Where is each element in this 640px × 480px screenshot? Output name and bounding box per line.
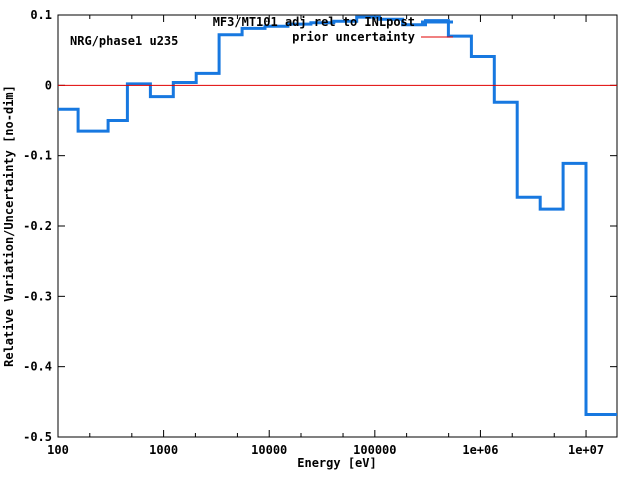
y-tick-label: -0.1 <box>23 149 52 163</box>
x-tick-label: 1000 <box>149 443 178 457</box>
dataset-annotation: NRG/phase1 u235 <box>70 34 178 48</box>
legend-label-adjustment-series: MF3/MT101 adj rel to INLpost <box>213 15 415 29</box>
y-tick-label: -0.4 <box>23 360 52 374</box>
x-axis-title: Energy [eV] <box>297 456 376 470</box>
x-tick-label: 1e+06 <box>462 443 498 457</box>
y-tick-label: -0.2 <box>23 219 52 233</box>
x-tick-label: 1e+07 <box>568 443 604 457</box>
plot-border <box>57 14 618 438</box>
y-tick-label: -0.5 <box>23 430 52 444</box>
adjustment-step-curve <box>58 15 617 416</box>
y-tick-label: 0.1 <box>30 8 52 22</box>
x-tick-label: 100 <box>47 443 69 457</box>
legend-label-prior-uncertainty: prior uncertainty <box>292 30 415 44</box>
plot-graphics: 100 1000 10000 100000 1e+06 1e+07 0.1 0 -0.1 -0.2… <box>23 8 618 457</box>
x-tick-label: 10000 <box>251 443 287 457</box>
y-tick-label: -0.3 <box>23 289 52 303</box>
y-axis-title: Relative Variation/Uncertainty [no-dim] <box>2 85 16 367</box>
y-tick-label: 0 <box>45 78 52 92</box>
x-tick-label: 100000 <box>353 443 396 457</box>
